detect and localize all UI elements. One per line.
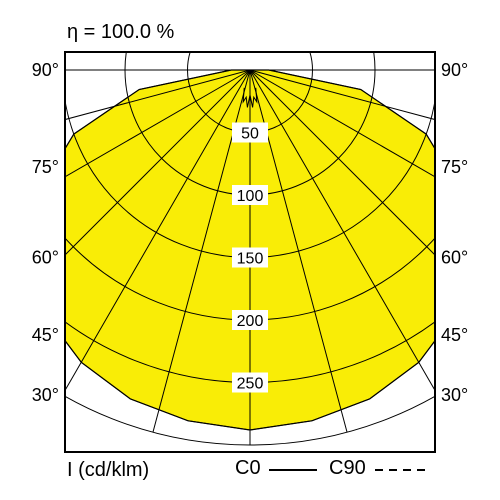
radial-tick-label: 50 <box>241 126 259 143</box>
polar-chart-container: 50 100 150 200 250 30° 30° 45° 45° 60° 60° 75° 75° 90… <box>0 0 500 500</box>
angle-label-right: 75° <box>441 157 468 177</box>
radial-tick-label: 200 <box>237 313 264 330</box>
efficiency-label: η = 100.0 % <box>67 21 175 43</box>
angle-label-left: 45° <box>32 325 59 345</box>
angle-label-left: 75° <box>32 157 59 177</box>
legend-c90-label: C90 <box>329 457 366 479</box>
radial-tick-label: 100 <box>237 188 264 205</box>
angle-label-right: 30° <box>441 385 468 405</box>
radial-tick-label: 150 <box>237 251 264 268</box>
polar-chart-svg: 50 100 150 200 250 30° 30° 45° 45° 60° 60° 75° 75° 90… <box>0 0 500 500</box>
angle-label-left: 90° <box>32 60 59 80</box>
angle-label-right: 90° <box>441 60 468 80</box>
angle-label-left: 30° <box>32 385 59 405</box>
angle-label-right: 60° <box>441 248 468 268</box>
angle-label-right: 45° <box>441 325 468 345</box>
angle-label-left: 60° <box>32 248 59 268</box>
legend-c0-label: C0 <box>235 457 261 479</box>
radial-tick-label: 250 <box>237 376 264 393</box>
intensity-unit-label: I (cd/klm) <box>67 459 149 481</box>
